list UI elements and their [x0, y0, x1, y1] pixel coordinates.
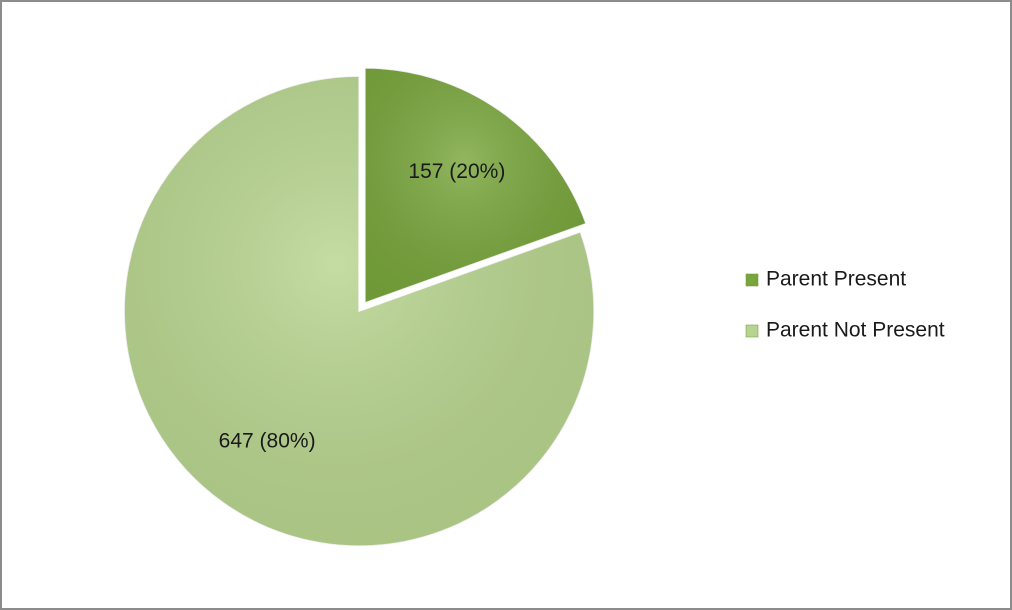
legend-swatch [745, 324, 759, 338]
legend-label: Parent Not Present [766, 319, 945, 342]
data-label: 647 (80%) [219, 429, 316, 452]
pie: 157 (20%) 647 (80%) [123, 67, 595, 547]
legend-label: Parent Present [766, 268, 906, 291]
legend-swatch [745, 273, 759, 287]
legend: Parent Present Parent Not Present [745, 268, 945, 342]
data-label: 157 (20%) [408, 160, 505, 183]
slice-shade [124, 76, 595, 547]
slice-shade [364, 67, 587, 303]
